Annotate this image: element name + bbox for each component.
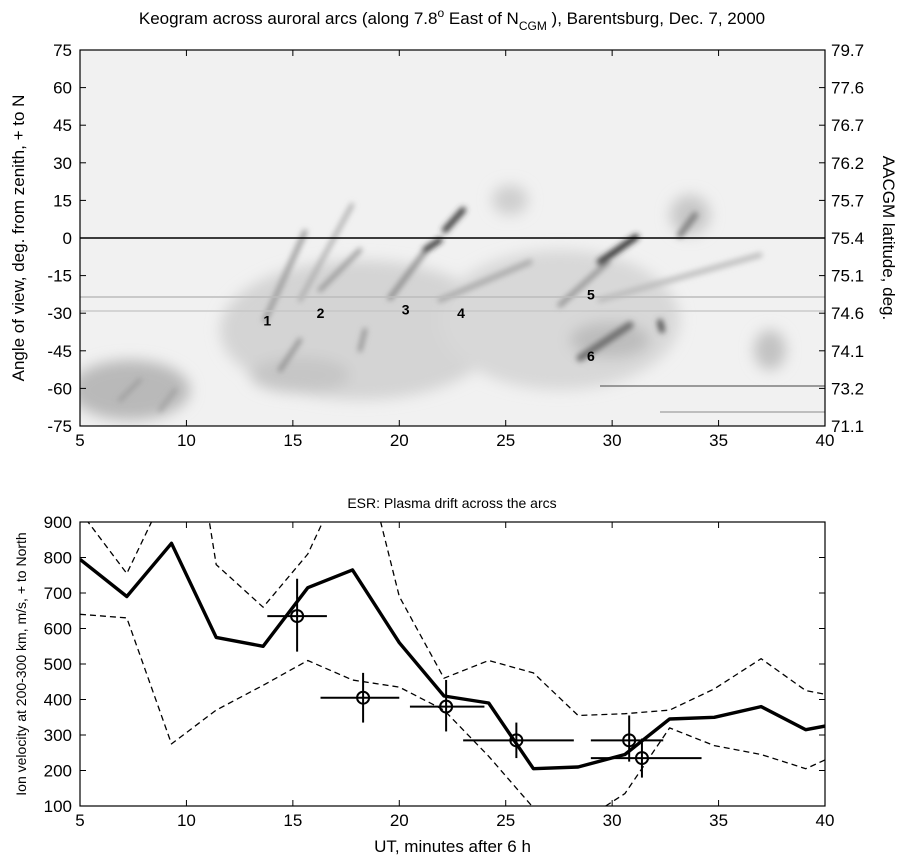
y-tick-label: 800 xyxy=(44,549,72,568)
drift-measurement-point xyxy=(409,679,485,732)
y-tick-label: 200 xyxy=(44,762,72,781)
x-tick-label: 25 xyxy=(496,431,515,450)
drift-title: ESR: Plasma drift across the arcs xyxy=(347,495,556,511)
y-tick-label: -45 xyxy=(47,342,72,361)
y-tick-label: 500 xyxy=(44,655,72,674)
y-right-tick-label: 76.2 xyxy=(831,154,864,173)
x-tick-label: 40 xyxy=(816,811,835,830)
drift-bound-line xyxy=(87,522,825,717)
keogram-title-sub: CGM xyxy=(519,19,547,33)
keogram-title-end: ), Barentsburg, Dec. 7, 2000 xyxy=(547,9,765,28)
point-marker xyxy=(509,733,524,748)
y-tick-label: -15 xyxy=(47,267,72,286)
y-tick-label: 60 xyxy=(53,79,72,98)
y-tick-label: 0 xyxy=(63,229,72,248)
y-tick-label: 300 xyxy=(44,726,72,745)
y-tick-label: -30 xyxy=(47,304,72,323)
keogram-right-axis-label: AACGM latitude, deg. xyxy=(879,156,898,320)
y-right-tick-label: 75.4 xyxy=(831,229,864,248)
x-tick-label: 5 xyxy=(75,431,84,450)
y-tick-label: 600 xyxy=(44,620,72,639)
x-tick-label: 25 xyxy=(496,811,515,830)
y-tick-label: 400 xyxy=(44,691,72,710)
x-tick-label: 5 xyxy=(75,811,84,830)
keogram-y-axis-label: Angle of view, deg. from zenith, + to N xyxy=(9,95,28,382)
y-tick-label: 100 xyxy=(44,797,72,816)
y-tick-label: 700 xyxy=(44,584,72,603)
y-tick-label: -75 xyxy=(47,417,72,436)
drift-bound-line xyxy=(80,613,825,806)
x-tick-label: 20 xyxy=(390,431,409,450)
x-tick-label: 30 xyxy=(603,431,622,450)
arc-label-5: 5 xyxy=(587,286,595,302)
y-tick-label: 15 xyxy=(53,191,72,210)
x-tick-label: 10 xyxy=(177,431,196,450)
y-right-tick-label: 71.1 xyxy=(831,417,864,436)
y-right-tick-label: 79.7 xyxy=(831,41,864,60)
drift-plot-frame xyxy=(79,521,826,807)
drift-mean-line xyxy=(80,541,825,771)
x-tick-label: 30 xyxy=(603,811,622,830)
x-tick-label: 40 xyxy=(816,431,835,450)
y-tick-label: 30 xyxy=(53,154,72,173)
point-marker xyxy=(622,733,637,748)
point-marker xyxy=(290,609,305,624)
x-tick-label: 35 xyxy=(709,811,728,830)
y-tick-label: 900 xyxy=(44,513,72,532)
y-right-tick-label: 74.1 xyxy=(831,342,864,361)
y-tick-label: -60 xyxy=(47,379,72,398)
y-tick-label: 45 xyxy=(53,116,72,135)
drift-measurement-point xyxy=(463,722,574,759)
keogram-title-mid: East of N xyxy=(444,9,519,28)
keogram-title: Keogram across auroral arcs (along 7.8o … xyxy=(139,6,765,33)
arc-label-4: 4 xyxy=(457,305,465,321)
arc-label-2: 2 xyxy=(317,305,325,321)
arc-label-6: 6 xyxy=(587,348,595,364)
y-tick-label: 75 xyxy=(53,41,72,60)
y-right-tick-label: 73.2 xyxy=(831,379,864,398)
y-right-tick-label: 76.7 xyxy=(831,116,864,135)
x-tick-label: 15 xyxy=(283,431,302,450)
y-right-tick-label: 75.1 xyxy=(831,267,864,286)
drift-measurement-point xyxy=(267,578,327,652)
point-marker xyxy=(356,690,371,705)
y-right-tick-label: 75.7 xyxy=(831,191,864,210)
arc-label-1: 1 xyxy=(263,313,271,329)
y-right-tick-label: 74.6 xyxy=(831,304,864,323)
x-tick-label: 15 xyxy=(283,811,302,830)
drift-plot-area xyxy=(80,522,825,806)
point-marker xyxy=(439,699,454,714)
x-tick-label: 35 xyxy=(709,431,728,450)
drift-measurement-point xyxy=(590,738,702,778)
keogram-diffuse-glow xyxy=(80,185,786,420)
arc-label-3: 3 xyxy=(402,301,410,317)
point-marker xyxy=(634,751,649,766)
drift-measurement-point xyxy=(320,672,400,723)
keogram-title-main: Keogram across auroral arcs (along 7.8 xyxy=(139,9,438,28)
drift-measurement-point xyxy=(590,715,664,762)
keogram-title-sup: o xyxy=(437,6,444,20)
y-right-tick-label: 77.6 xyxy=(831,79,864,98)
x-tick-label: 20 xyxy=(390,811,409,830)
drift-x-axis-label: UT, minutes after 6 h xyxy=(374,837,531,856)
drift-y-axis-label: Ion velocity at 200-300 km, m/s, + to No… xyxy=(13,532,29,795)
x-tick-label: 10 xyxy=(177,811,196,830)
keogram-arcs xyxy=(118,203,763,412)
